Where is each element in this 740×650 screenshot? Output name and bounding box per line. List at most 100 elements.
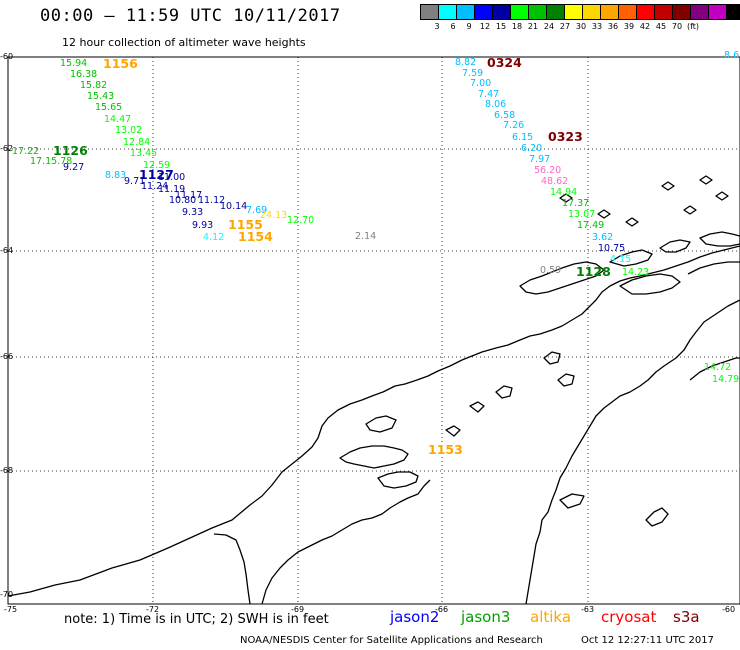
wave-height-label: 11.00 (158, 172, 186, 183)
wave-height-label: 3.62 (592, 232, 614, 243)
wave-height-label: 13.45 (130, 148, 158, 159)
wave-height-label: 14.23 (622, 267, 650, 278)
legend-s3a: s3a (673, 608, 700, 626)
wave-height-label: 14.72 (704, 362, 732, 373)
lon-label-75: -75 (4, 605, 18, 614)
pass-time-label: 1154 (238, 229, 273, 244)
wave-height-label: 12.70 (287, 215, 315, 226)
footnote: note: 1) Time is in UTC; 2) SWH is in fe… (64, 612, 329, 627)
color-scale-tick: 3 (434, 22, 440, 31)
color-scale-tick: 6 (450, 22, 456, 31)
color-scale-tick: 12 (479, 22, 491, 31)
color-scale-tick: 15 (495, 22, 507, 31)
color-scale-tick: 33 (591, 22, 603, 31)
wave-height-label: 10.75 (598, 243, 626, 254)
pass-time-label: 0323 (548, 129, 583, 144)
wave-height-label: 7.00 (470, 78, 492, 89)
plot-frame (7, 56, 740, 605)
lon-label-63: -63 (581, 605, 595, 614)
wave-height-label: 17.49 (577, 220, 605, 231)
color-scale-tick: 30 (575, 22, 587, 31)
legend-altika: altika (530, 608, 572, 626)
wave-height-label: 2.14 (355, 231, 377, 242)
pass-time-label: 1127 (139, 167, 174, 182)
pass-time-label: 1153 (428, 442, 463, 457)
lat-label-60: -60 (0, 52, 14, 61)
lon-label-72: -72 (146, 605, 160, 614)
wave-height-label: 12.84 (123, 137, 151, 148)
wave-height-label: 8.06 (485, 99, 507, 110)
wave-height-label: 13.07 (568, 209, 596, 220)
wave-height-label: 14.94 (550, 187, 578, 198)
wave-height-label: 15.65 (95, 102, 123, 113)
pass-time-label: 1155 (228, 217, 263, 232)
lat-label-70: -70 (0, 590, 14, 599)
lat-label-68: -68 (0, 466, 14, 475)
lon-label-69: -69 (291, 605, 305, 614)
wave-height-label: 48.62 (541, 176, 569, 187)
color-scale-tick: 18 (511, 22, 523, 31)
color-scale-swatch (726, 4, 740, 20)
wave-height-label: 14.47 (104, 114, 132, 125)
wave-height-label: 11.12 (198, 195, 226, 206)
wave-height-label: 15.94 (60, 58, 88, 69)
map-subtitle: 12 hour collection of altimeter wave hei… (62, 36, 306, 49)
wave-height-label: 16.38 (70, 69, 98, 80)
map-title: 00:00 – 11:59 UTC 10/11/2017 (40, 6, 341, 26)
lon-label-60: -60 (722, 605, 736, 614)
wave-height-label: 9.27 (63, 162, 85, 173)
color-scale-tick: 27 (559, 22, 571, 31)
lat-label-62: -62 (0, 144, 14, 153)
wave-height-label: 11.17 (175, 190, 203, 201)
wave-height-label: 7.47 (478, 89, 500, 100)
wave-height-label: 6.58 (494, 110, 516, 121)
color-scale-tick: 45 (655, 22, 667, 31)
wave-height-label: 14.79 (712, 374, 740, 385)
wave-height-label: 6.20 (521, 143, 543, 154)
lat-label-64: -64 (0, 246, 14, 255)
wave-height-label: 10.14 (220, 201, 248, 212)
color-scale-tick: 21 (527, 22, 539, 31)
color-scale (420, 4, 740, 20)
color-scale-tick: 39 (623, 22, 635, 31)
wave-height-label: 13.02 (115, 125, 143, 136)
wave-height-label: 8.83 (105, 170, 127, 181)
wave-height-label: 11.24 (141, 181, 169, 192)
wave-height-label: 7.69 (246, 205, 268, 216)
legend-jason3: jason3 (461, 608, 511, 626)
legend-jason2: jason2 (390, 608, 440, 626)
color-scale-tick: 42 (639, 22, 651, 31)
color-scale-tick: 70 (671, 22, 683, 31)
color-scale-tick: 24 (543, 22, 555, 31)
wave-height-label: 9.93 (192, 220, 214, 231)
color-scale-tick: 9 (466, 22, 472, 31)
wave-height-label: 8.6 (724, 50, 740, 61)
wave-height-label: 15.43 (87, 91, 115, 102)
wave-height-label: 8.82 (455, 57, 477, 68)
wave-height-label: 7.97 (529, 154, 551, 165)
wave-height-label: 17.15.78 (30, 156, 73, 167)
pass-time-label: 0324 (487, 55, 522, 70)
coastline (7, 175, 740, 605)
lat-lon-grid (8, 57, 740, 604)
wave-height-label: 12.59 (143, 160, 171, 171)
color-scale-tick: (ft) (686, 22, 700, 31)
pass-time-label: 1156 (103, 56, 138, 71)
color-scale-labels: 3 6 9 12 15 18 21 24 27 30 33 36 39 42 45 70 (ft) (421, 22, 740, 34)
wave-height-label: 7.59 (462, 68, 484, 79)
color-scale-tick: 36 (607, 22, 619, 31)
wave-height-label: 56.20 (534, 165, 562, 176)
wave-height-label: 17.22 (12, 146, 40, 157)
wave-height-label: 10.80 (169, 195, 197, 206)
wave-height-label: 24.13 (260, 210, 288, 221)
legend-cryosat: cryosat (601, 608, 657, 626)
pass-time-label: 1128 (576, 264, 611, 279)
generated-timestamp: Oct 12 12:27:11 UTC 2017 (581, 635, 714, 646)
wave-height-label: 7.26 (503, 120, 525, 131)
lon-label-66: -66 (435, 605, 449, 614)
wave-height-label: 0.59 (540, 265, 562, 276)
wave-height-label: 4.15 (610, 254, 632, 265)
wave-height-label: 9.33 (182, 207, 204, 218)
wave-height-label: 17.37 (562, 198, 590, 209)
